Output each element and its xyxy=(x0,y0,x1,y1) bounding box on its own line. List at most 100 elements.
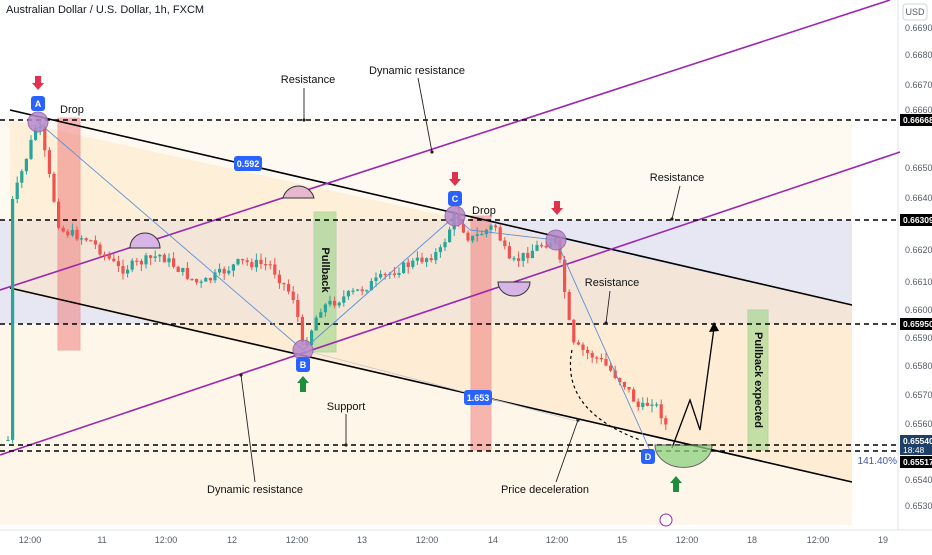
candle-body xyxy=(15,182,19,200)
leader-resistance-right xyxy=(671,185,681,220)
candle-body xyxy=(535,245,539,251)
price-level-sub: 18:48 xyxy=(903,445,925,455)
candle-body xyxy=(176,266,180,272)
candle-body xyxy=(254,259,258,268)
candle-body xyxy=(540,245,544,247)
candle-body xyxy=(107,254,111,259)
candle-body xyxy=(112,258,116,262)
pullback-expected-box xyxy=(747,309,769,451)
candle-body xyxy=(526,252,530,259)
label-dynamic-resistance-bottom: Dynamic resistance xyxy=(207,484,303,496)
time-tick: 11 xyxy=(97,535,106,545)
candle-body xyxy=(590,352,594,358)
candle-body xyxy=(75,229,79,240)
label-d: D xyxy=(645,452,652,462)
price-level-bg xyxy=(900,318,932,330)
candle-body xyxy=(521,252,525,261)
currency-label: USD xyxy=(905,7,925,17)
label-a: A xyxy=(35,99,42,109)
label-pullback: Pullback xyxy=(319,247,331,293)
candle-body xyxy=(52,173,56,202)
candle-body xyxy=(126,269,130,274)
candle-body xyxy=(291,291,295,300)
candle-body xyxy=(153,256,157,258)
candle-body xyxy=(645,402,649,406)
purple-line-lower xyxy=(0,151,901,456)
chart-title: Australian Dollar / U.S. Dollar, 1h, FXC… xyxy=(6,4,204,16)
candle-body xyxy=(411,260,415,267)
candle-body xyxy=(388,273,392,275)
time-tick: 13 xyxy=(357,535,367,545)
candle-body xyxy=(259,259,263,265)
candle-body xyxy=(466,232,470,241)
candle-body xyxy=(664,418,668,425)
drop-box-2 xyxy=(470,215,492,451)
candle-body xyxy=(98,244,102,255)
candle-body xyxy=(66,231,70,236)
candle-body xyxy=(34,128,38,140)
candle-body xyxy=(218,268,222,273)
candle-body xyxy=(507,246,511,259)
candle-body xyxy=(475,234,479,236)
candle-body xyxy=(337,302,341,306)
pattern-lines xyxy=(37,121,719,468)
candle-body xyxy=(544,245,548,248)
candle-body xyxy=(135,260,139,262)
candle-body xyxy=(346,291,350,297)
candle-body xyxy=(185,267,189,279)
channel-top-line xyxy=(9,109,853,306)
label-pullback-expected: Pullback expected xyxy=(752,332,764,428)
leader-resistance-mid xyxy=(605,290,611,324)
candle-body xyxy=(310,330,314,346)
candle-body xyxy=(503,240,507,247)
candle-body xyxy=(222,268,226,274)
leader-dynamic-resistance-bottom xyxy=(240,374,256,483)
label-fib-1-bg xyxy=(234,156,262,171)
price-level-bg xyxy=(900,214,932,226)
price-level-bg xyxy=(900,114,932,126)
label-drop-2: Drop xyxy=(472,205,496,217)
candle-body xyxy=(333,300,337,306)
candle-body xyxy=(471,235,475,241)
candle-body xyxy=(383,273,387,276)
candle-body xyxy=(595,357,599,359)
currency-box[interactable]: USD xyxy=(902,3,928,21)
candle-body xyxy=(204,278,208,282)
time-tick: 12 xyxy=(227,535,237,545)
candle-body xyxy=(402,262,406,274)
label-fib-2-bg xyxy=(464,390,492,405)
arrow-down-a xyxy=(32,76,44,90)
candle-body xyxy=(6,439,10,442)
candle-body xyxy=(89,240,93,242)
label-fib-2: 1.653 xyxy=(467,393,490,403)
leader-resistance-mid-tip xyxy=(604,321,608,325)
candle-body xyxy=(512,258,516,260)
candle-body xyxy=(70,229,74,236)
candle-body xyxy=(236,258,240,265)
candle-body xyxy=(420,257,424,263)
candle-body xyxy=(250,262,254,268)
candle-body xyxy=(572,319,576,343)
candle-body xyxy=(641,402,645,407)
candle-body xyxy=(300,316,304,342)
candle-body xyxy=(314,317,318,331)
annotations: A B C D 0.592 1.653 Resistance Dynamic resistan… xyxy=(27,65,897,527)
candle-body xyxy=(273,264,277,275)
projection-arrowhead xyxy=(709,322,719,332)
arrow-up-d xyxy=(670,476,682,492)
label-a-bg xyxy=(31,96,45,111)
candle-body xyxy=(282,283,286,285)
candle-body xyxy=(434,252,438,261)
candle-body xyxy=(208,278,212,281)
candle-body xyxy=(627,386,631,390)
candle-body xyxy=(429,258,433,261)
leader-price-deceleration xyxy=(555,419,579,483)
candle-body xyxy=(480,234,484,236)
